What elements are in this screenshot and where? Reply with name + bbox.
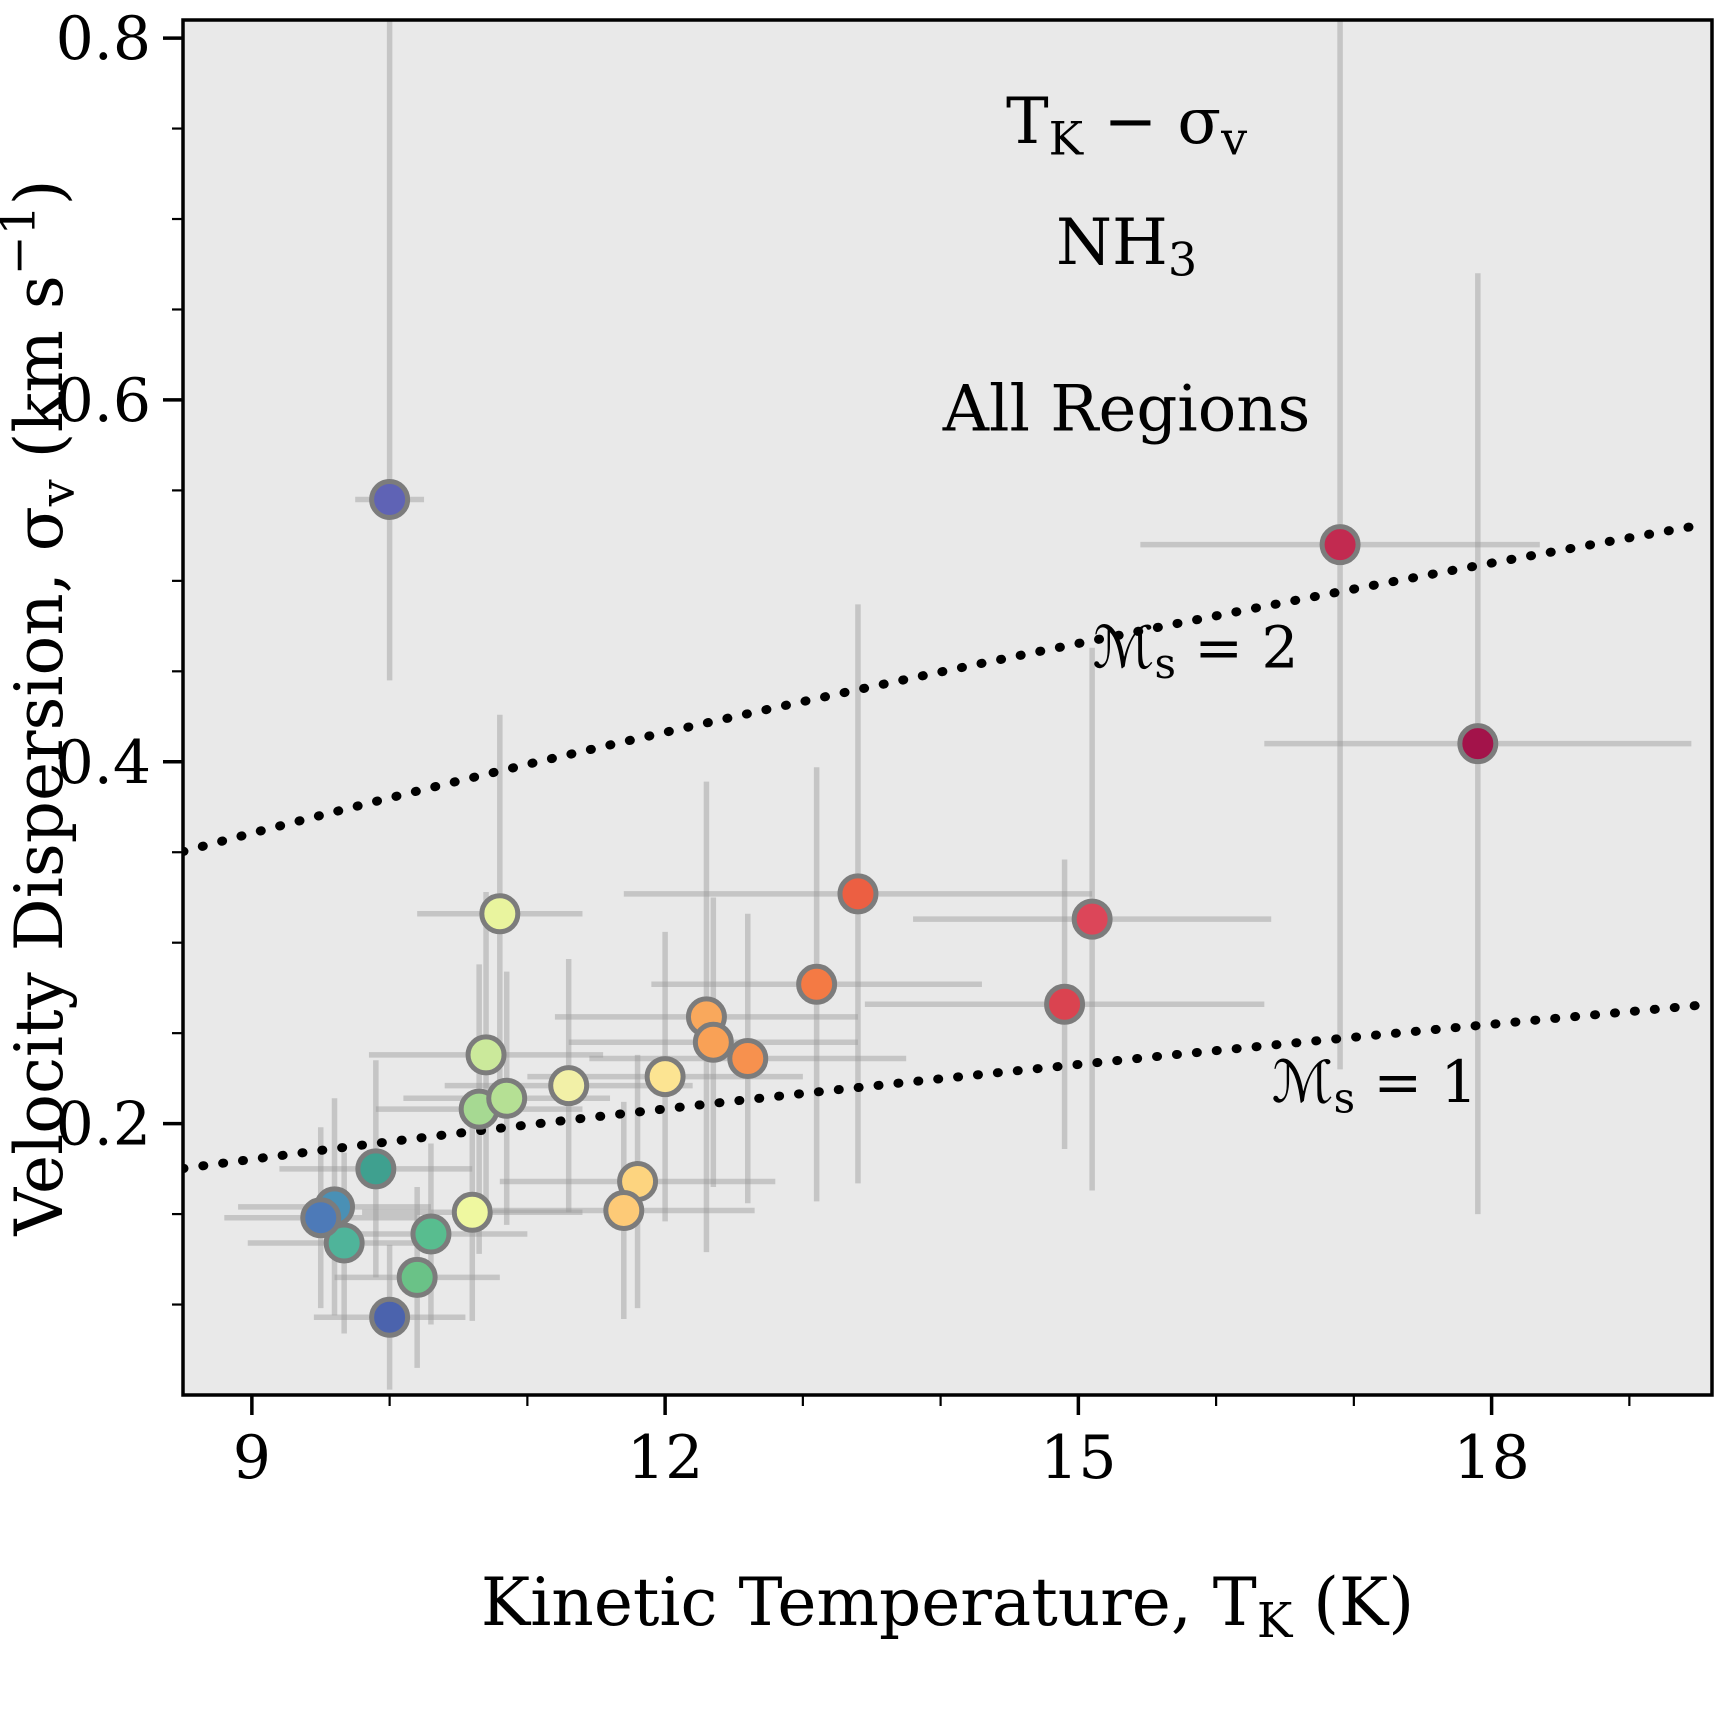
x-tick-label: 15 [1040, 1423, 1116, 1493]
data-point [1071, 898, 1113, 940]
mach-line-label: ℳs = 1 [1272, 1048, 1478, 1122]
axes-layer: 9 12 15 18 0.2 0.4 0.6 0.8 Kinetic Temperature, … [0, 4, 1714, 1649]
annotations-layer: ℳs = 2 ℳs = 1 TK − σv NH3 All Regions [942, 85, 1478, 1122]
y-tick-label: 0.6 [56, 366, 151, 436]
data-point [410, 1213, 452, 1255]
axes-spines [181, 18, 1714, 1397]
data-point [644, 1056, 686, 1098]
data-point [603, 1189, 645, 1231]
y-tick-label: 0.4 [56, 728, 151, 798]
data-point [369, 478, 411, 520]
data-point [548, 1065, 590, 1107]
data-point [1044, 983, 1086, 1025]
data-point [300, 1197, 342, 1239]
mach-line-label: ℳs = 2 [1093, 614, 1299, 688]
mach-line [183, 1000, 1703, 1173]
data-point [355, 1148, 397, 1190]
data-point [479, 893, 521, 935]
y-axis-label: Velocity Dispersion, σv (km s−1) [0, 179, 86, 1236]
data-point [486, 1077, 528, 1119]
annotation-text: NH3 [1056, 206, 1197, 287]
annotation-text: TK − σv [1006, 85, 1247, 166]
x-tick-label: 9 [233, 1423, 271, 1493]
y-tick-label: 0.8 [56, 4, 151, 74]
x-tick-label: 18 [1453, 1423, 1529, 1493]
plot-area [183, 20, 1712, 1395]
data-point [396, 1256, 438, 1298]
data-points-layer [300, 478, 1499, 1338]
data-point [692, 1021, 734, 1063]
data-point [323, 1222, 365, 1264]
data-point [727, 1037, 769, 1079]
y-tick-label: 0.2 [56, 1090, 151, 1160]
data-point [369, 1296, 411, 1338]
annotation-text: All Regions [942, 373, 1311, 447]
mach-line [183, 520, 1703, 857]
data-point [796, 963, 838, 1005]
data-point [451, 1191, 493, 1233]
x-axis-label: Kinetic Temperature, TK (K) [481, 1564, 1414, 1649]
data-point [1319, 524, 1361, 566]
data-point [1457, 723, 1499, 765]
data-point [837, 873, 879, 915]
mach-lines-layer [183, 520, 1703, 1173]
x-tick-label: 12 [627, 1423, 703, 1493]
data-point [465, 1034, 507, 1076]
